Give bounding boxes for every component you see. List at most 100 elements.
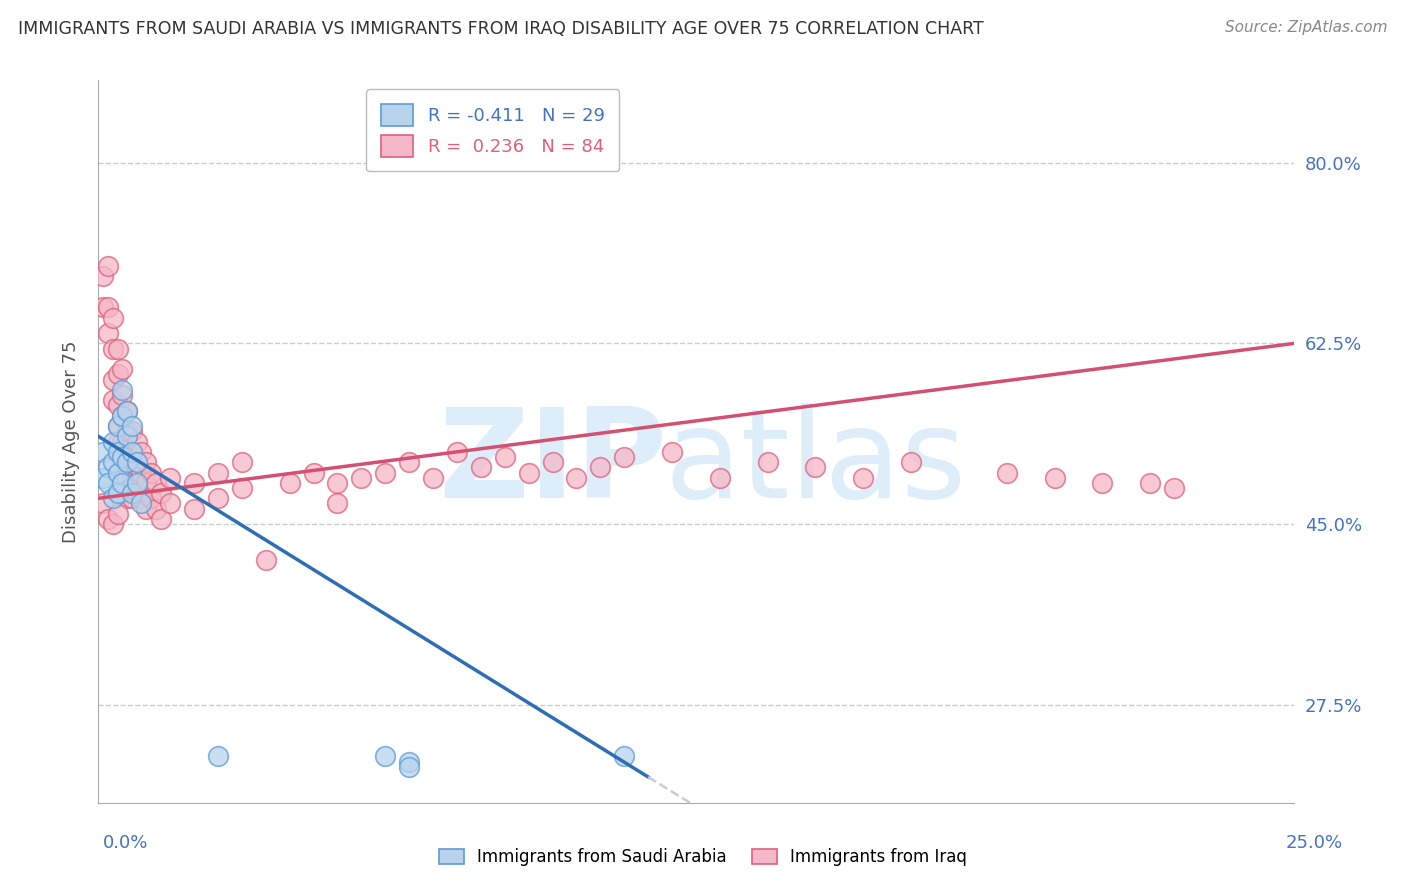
Point bbox=[183, 501, 205, 516]
Point bbox=[900, 455, 922, 469]
Point bbox=[121, 445, 143, 459]
Point bbox=[125, 475, 148, 490]
Point bbox=[101, 310, 124, 325]
Point bbox=[231, 455, 253, 469]
Point bbox=[91, 269, 114, 284]
Point bbox=[91, 301, 114, 315]
Point bbox=[422, 470, 444, 484]
Point bbox=[326, 475, 349, 490]
Point bbox=[121, 450, 143, 464]
Point bbox=[91, 470, 114, 484]
Point bbox=[852, 470, 875, 484]
Point bbox=[756, 455, 779, 469]
Point bbox=[446, 445, 468, 459]
Point bbox=[121, 486, 143, 500]
Point bbox=[135, 475, 157, 490]
Point bbox=[278, 475, 301, 490]
Point bbox=[207, 749, 229, 764]
Point bbox=[350, 470, 373, 484]
Point bbox=[101, 393, 124, 408]
Point bbox=[97, 326, 120, 340]
Point bbox=[1163, 481, 1185, 495]
Point bbox=[101, 491, 124, 506]
Point bbox=[207, 466, 229, 480]
Text: 25.0%: 25.0% bbox=[1285, 834, 1343, 852]
Point bbox=[125, 486, 148, 500]
Point bbox=[115, 455, 138, 469]
Point bbox=[135, 501, 157, 516]
Point bbox=[111, 409, 134, 423]
Text: atlas: atlas bbox=[665, 402, 966, 524]
Point bbox=[145, 475, 167, 490]
Point bbox=[115, 450, 138, 464]
Point bbox=[517, 466, 540, 480]
Point bbox=[709, 470, 731, 484]
Point bbox=[115, 429, 138, 443]
Point bbox=[101, 517, 124, 532]
Point bbox=[398, 755, 420, 769]
Point bbox=[115, 491, 138, 506]
Point bbox=[121, 470, 143, 484]
Point bbox=[125, 460, 148, 475]
Point bbox=[398, 455, 420, 469]
Point bbox=[101, 373, 124, 387]
Point bbox=[613, 749, 636, 764]
Text: 0.0%: 0.0% bbox=[103, 834, 148, 852]
Point bbox=[121, 424, 143, 438]
Point bbox=[1139, 475, 1161, 490]
Point bbox=[97, 512, 120, 526]
Text: IMMIGRANTS FROM SAUDI ARABIA VS IMMIGRANTS FROM IRAQ DISABILITY AGE OVER 75 CORR: IMMIGRANTS FROM SAUDI ARABIA VS IMMIGRAN… bbox=[18, 20, 984, 37]
Point bbox=[589, 460, 612, 475]
Point bbox=[111, 455, 134, 469]
Point bbox=[326, 496, 349, 510]
Point bbox=[139, 491, 162, 506]
Point bbox=[115, 403, 138, 417]
Point bbox=[131, 496, 153, 510]
Point bbox=[97, 301, 120, 315]
Point bbox=[661, 445, 683, 459]
Point bbox=[97, 460, 120, 475]
Point bbox=[97, 475, 120, 490]
Point bbox=[149, 486, 172, 500]
Point bbox=[231, 481, 253, 495]
Point bbox=[107, 486, 129, 500]
Point bbox=[107, 507, 129, 521]
Point bbox=[97, 259, 120, 273]
Point bbox=[131, 445, 153, 459]
Legend: Immigrants from Saudi Arabia, Immigrants from Iraq: Immigrants from Saudi Arabia, Immigrants… bbox=[432, 842, 974, 873]
Point bbox=[374, 466, 396, 480]
Point bbox=[111, 475, 134, 490]
Point bbox=[374, 749, 396, 764]
Point bbox=[183, 475, 205, 490]
Point bbox=[107, 342, 129, 356]
Point bbox=[470, 460, 492, 475]
Point bbox=[1091, 475, 1114, 490]
Text: ZIP: ZIP bbox=[439, 402, 666, 524]
Point bbox=[145, 501, 167, 516]
Point bbox=[995, 466, 1018, 480]
Point bbox=[135, 455, 157, 469]
Point bbox=[115, 470, 138, 484]
Point bbox=[107, 368, 129, 382]
Point bbox=[541, 455, 564, 469]
Point bbox=[159, 496, 181, 510]
Point bbox=[111, 362, 134, 376]
Point bbox=[115, 403, 138, 417]
Point bbox=[207, 491, 229, 506]
Point bbox=[91, 445, 114, 459]
Point bbox=[107, 434, 129, 449]
Point bbox=[91, 496, 114, 510]
Point bbox=[613, 450, 636, 464]
Point bbox=[121, 491, 143, 506]
Point bbox=[111, 388, 134, 402]
Y-axis label: Disability Age Over 75: Disability Age Over 75 bbox=[62, 340, 80, 543]
Point bbox=[101, 434, 124, 449]
Point bbox=[565, 470, 588, 484]
Point bbox=[1043, 470, 1066, 484]
Point bbox=[302, 466, 325, 480]
Point bbox=[149, 512, 172, 526]
Point bbox=[125, 455, 148, 469]
Point bbox=[115, 424, 138, 438]
Point bbox=[111, 383, 134, 397]
Point bbox=[101, 455, 124, 469]
